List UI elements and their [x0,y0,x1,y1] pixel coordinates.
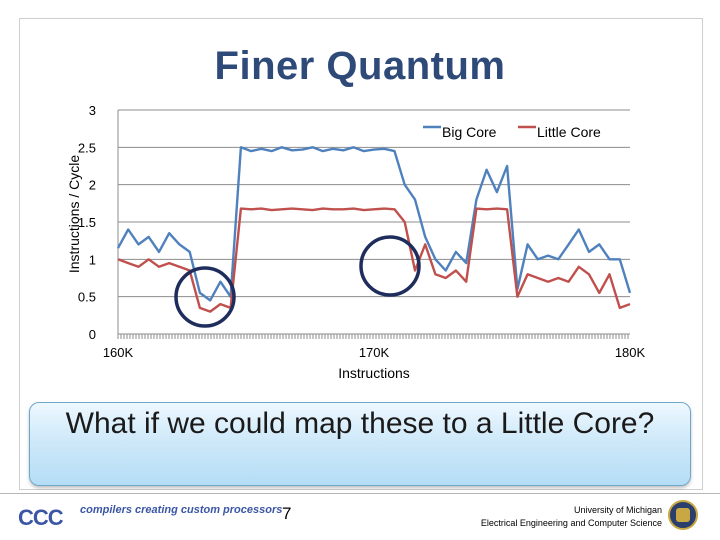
university-credit: University of Michigan Electrical Engine… [440,504,662,530]
x-tick-label: 180K [615,345,646,360]
legend-label: Little Core [537,124,601,140]
university-seal-icon [668,500,698,530]
highlight-circle [174,266,236,328]
x-tick-label: 160K [103,345,134,360]
footer-tagline: compilers creating custom processors [80,504,283,516]
page-number: 7 [282,504,292,523]
footer-divider [0,493,720,494]
y-axis-title: Instructions / Cycle [66,155,82,273]
callout-box: What if we could map these to a Little C… [29,402,691,486]
callout-text: What if we could map these to a Little C… [65,407,655,440]
legend-label: Big Core [442,124,497,140]
series-line-little-core [117,207,631,313]
y-tick-label: 2.5 [78,140,96,155]
y-tick-label: 0 [89,327,96,342]
y-tick-label: 1.5 [78,215,96,230]
y-tick-label: 1 [89,252,96,267]
ccc-logo-text: CCC [18,505,64,530]
highlight-circle [359,235,421,297]
series-line-big-core [116,146,632,302]
y-tick-label: 0.5 [78,290,96,305]
x-axis-title: Instructions [338,365,410,381]
slide-title: Finer Quantum [214,44,506,88]
y-tick-label: 2 [89,178,96,193]
ipc-line-chart: 0 0.5 1 1.5 2 2.5 3 160K 170K 180K Instructions Ins… [66,103,646,381]
x-tick-label: 170K [359,345,390,360]
ccc-logo: CCC [18,505,64,531]
university-line-2: Electrical Engineering and Computer Scie… [480,518,662,528]
y-tick-label: 3 [89,103,96,118]
university-line-1: University of Michigan [573,505,662,515]
